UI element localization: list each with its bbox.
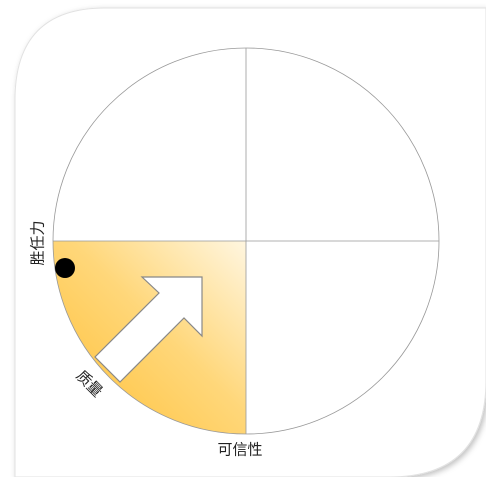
dot [55,258,75,278]
label-bottom: 可信性 [217,441,262,459]
arrow [94,276,203,383]
label-left: 胜任力 [29,220,47,265]
